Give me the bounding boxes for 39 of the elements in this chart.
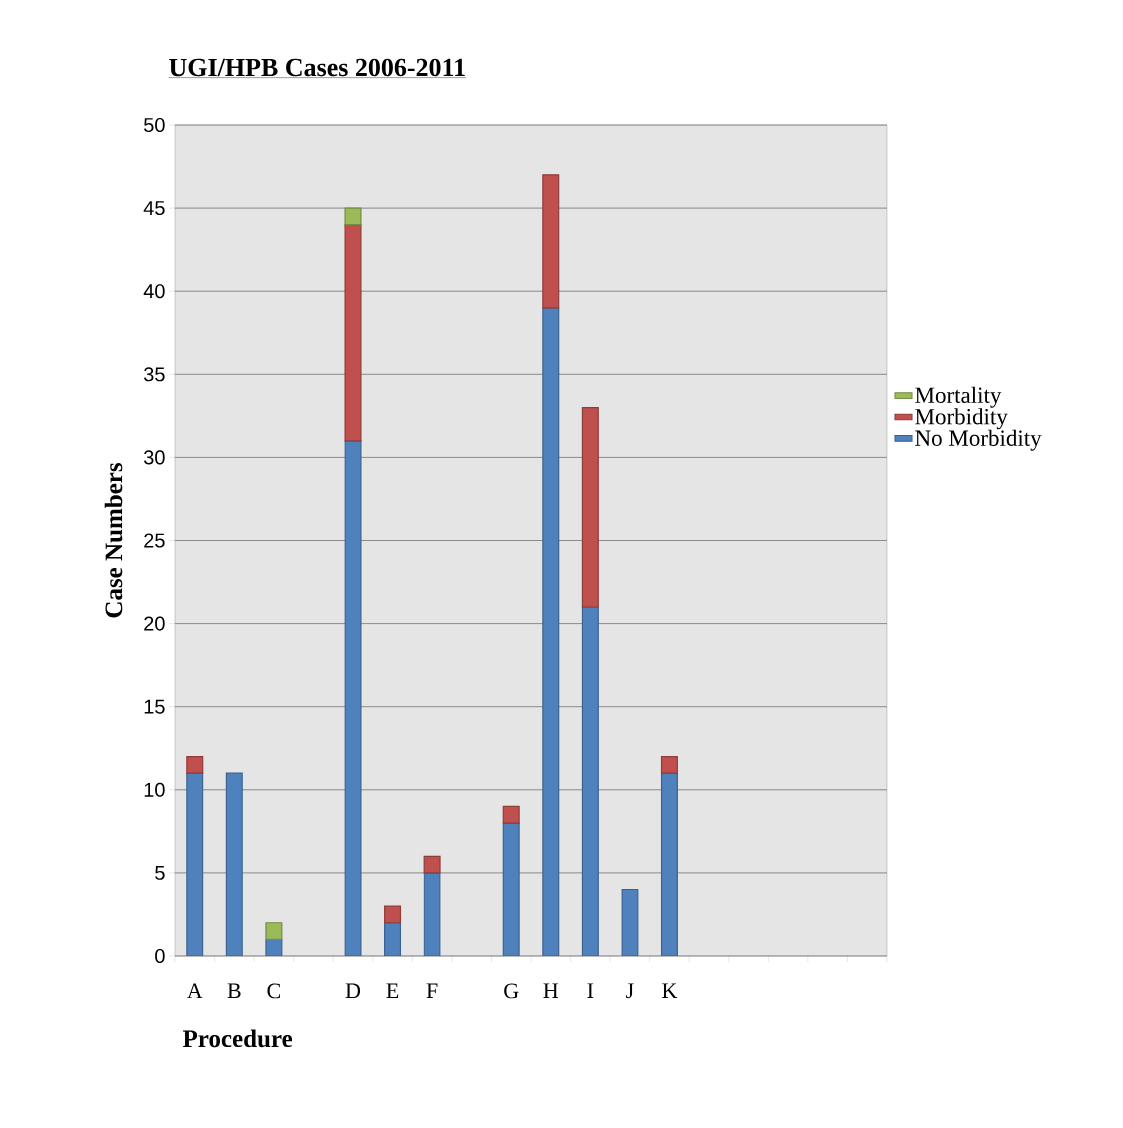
bar	[542, 174, 560, 309]
x-tick-label: B	[227, 983, 241, 998]
y-tick-label: 5	[155, 865, 165, 880]
legend-label: Mortality	[915, 386, 1002, 408]
y-tick-label: 10	[144, 782, 165, 797]
x-tick-label: D	[345, 983, 361, 998]
x-tick-label: I	[587, 983, 594, 998]
bar	[344, 224, 362, 442]
bar	[384, 905, 402, 924]
x-tick-label: C	[267, 983, 281, 999]
chart-title: UGI/HPB Cases 2006-2011	[169, 58, 465, 77]
y-tick-label: 35	[143, 367, 165, 382]
x-tick-label: A	[187, 983, 203, 999]
bar	[186, 755, 204, 774]
y-tick-label: 50	[144, 117, 165, 133]
bar	[344, 207, 362, 226]
y-tick-label: 30	[143, 450, 165, 465]
bar	[581, 406, 599, 608]
x-tick-label: H	[543, 983, 559, 998]
bar	[423, 872, 441, 956]
y-tick-label: 20	[144, 616, 165, 631]
y-tick-label: 25	[144, 533, 165, 548]
x-tick-label: F	[426, 983, 438, 998]
y-axis-title: Case Numbers	[104, 463, 123, 618]
bar	[502, 805, 520, 824]
bar	[423, 855, 441, 874]
bar	[265, 922, 283, 940]
y-tick-label: 45	[143, 201, 165, 216]
y-tick-label: 0	[155, 948, 165, 964]
legend-label: No Morbidity	[915, 429, 1042, 451]
x-tick-label: E	[386, 983, 399, 998]
legend-label: Morbidity	[915, 408, 1008, 430]
bar	[660, 755, 678, 774]
y-tick-label: 15	[144, 699, 165, 714]
x-tick-label: G	[504, 983, 519, 999]
y-tick-label: 40	[143, 284, 165, 299]
x-axis-title: Procedure	[182, 1029, 293, 1048]
x-tick-label: K	[662, 983, 678, 998]
x-tick-label: J	[626, 983, 634, 999]
